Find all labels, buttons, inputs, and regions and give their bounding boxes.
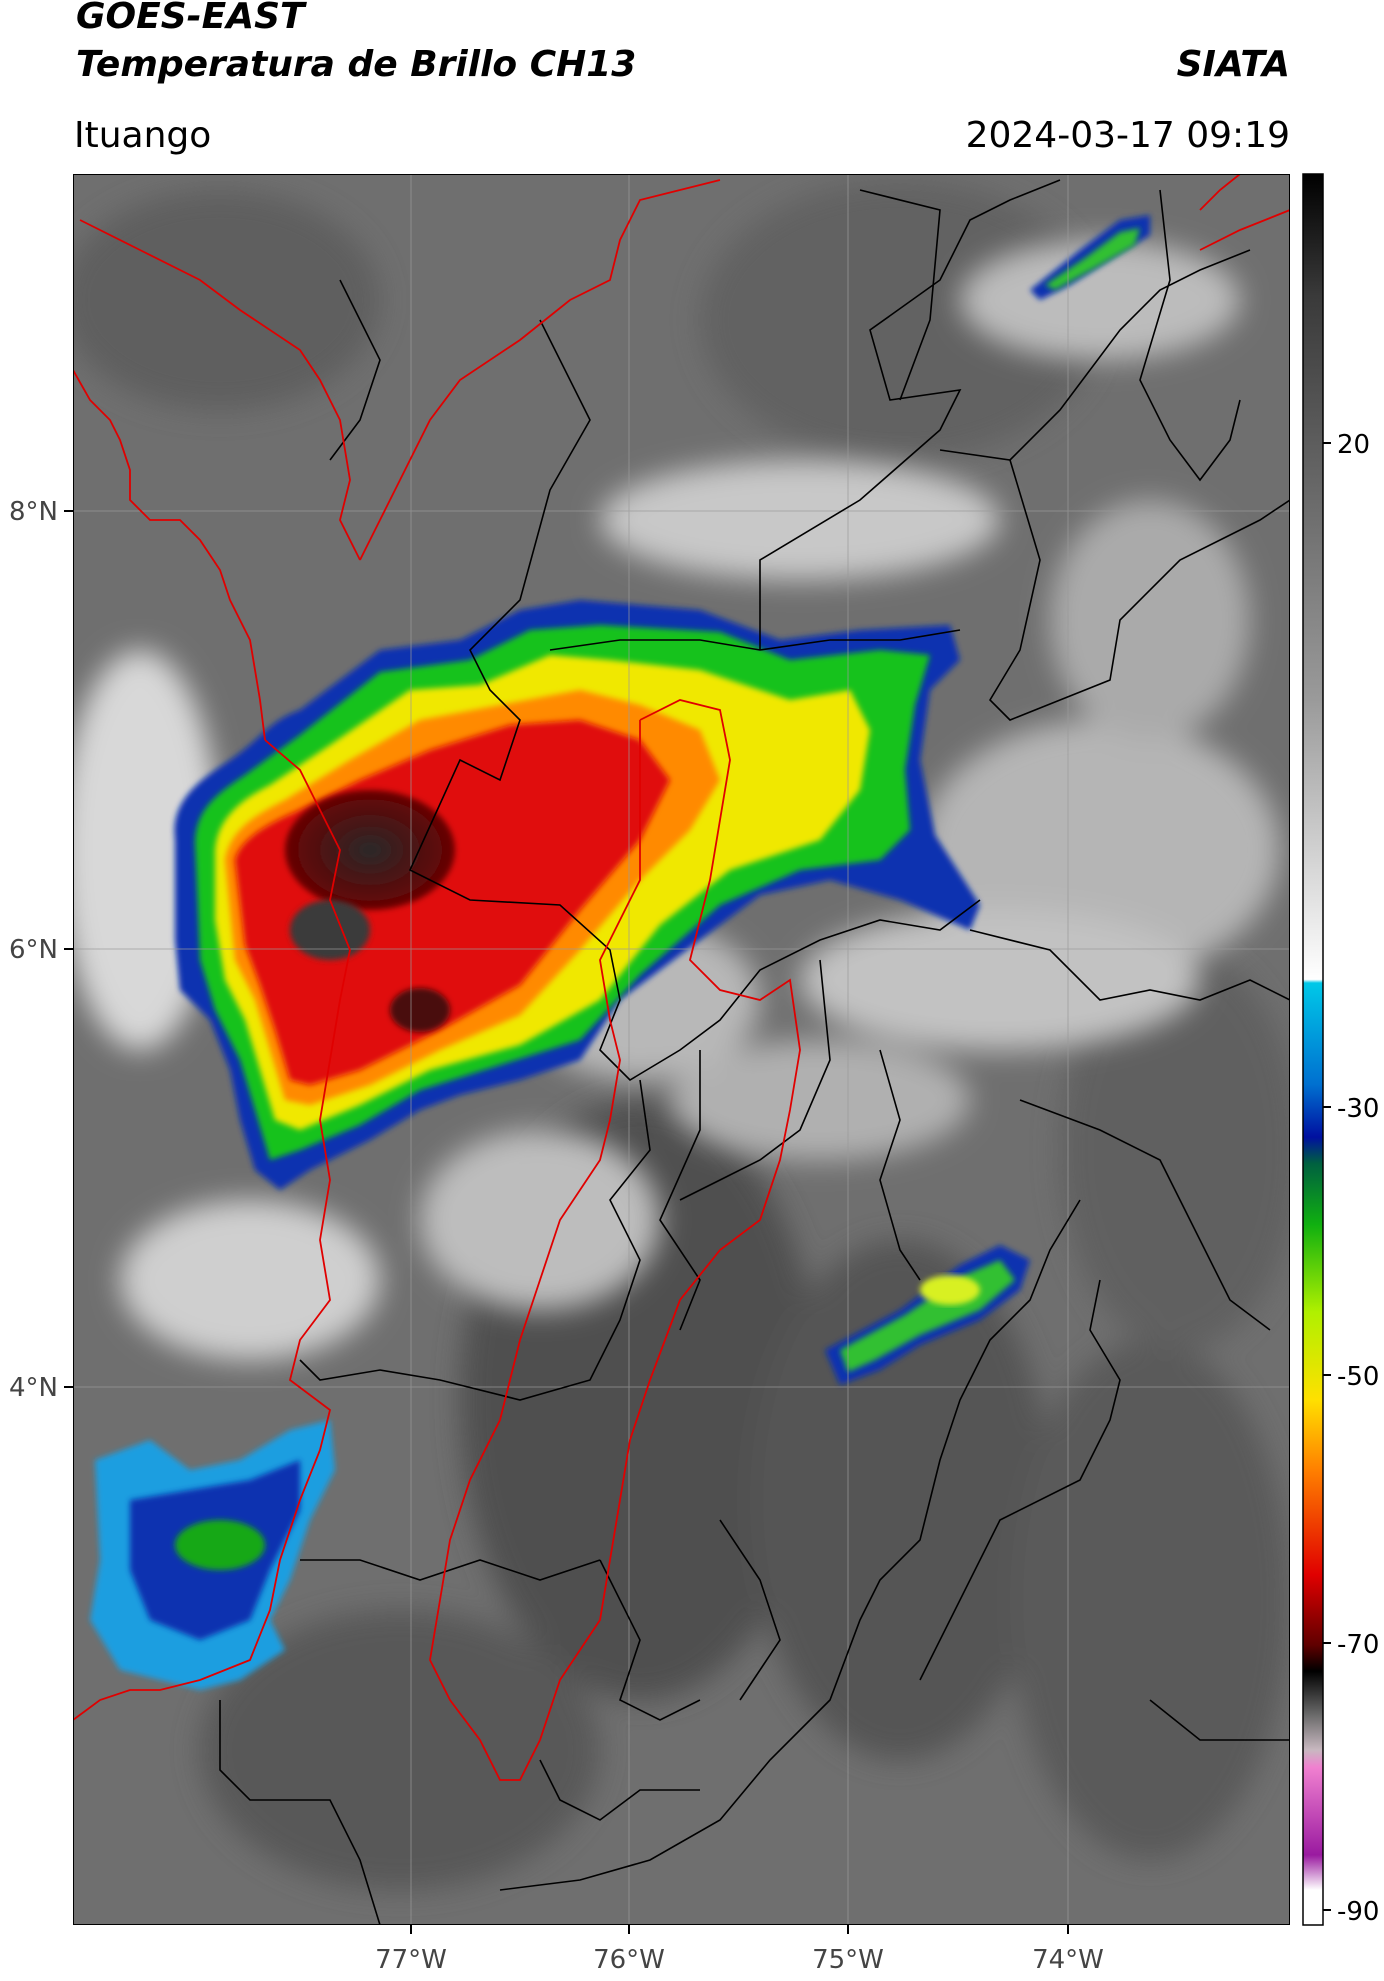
map-imagery bbox=[73, 174, 1290, 1925]
admin-borders bbox=[219, 179, 1290, 1925]
lat-tick-6n: 6°N bbox=[9, 935, 58, 965]
gridlines bbox=[73, 174, 1290, 1925]
convective-system-main bbox=[174, 600, 980, 1190]
cold-cloud-streaks bbox=[73, 240, 1280, 1360]
lon-tick-75w: 75°W bbox=[812, 1945, 884, 1975]
convective-system-southwest bbox=[90, 1420, 335, 1690]
lon-tick-76w: 76°W bbox=[593, 1945, 665, 1975]
convective-system-northeast bbox=[1030, 215, 1150, 300]
colorbar-tick-minus70: -70 bbox=[1337, 1630, 1379, 1660]
satellite-title: GOES-EAST bbox=[76, 0, 305, 37]
lon-tick-77w: 77°W bbox=[375, 1945, 447, 1975]
lat-tick-8n: 8°N bbox=[9, 497, 58, 527]
colorbar-tick-20: 20 bbox=[1337, 430, 1370, 460]
lat-axis: 8°N 6°N 4°N bbox=[9, 497, 73, 1403]
lon-tick-74w: 74°W bbox=[1032, 1945, 1104, 1975]
location-label: Ituango bbox=[74, 115, 212, 156]
lon-axis: 77°W 76°W 75°W 74°W bbox=[375, 1925, 1104, 1975]
agency-label: SIATA bbox=[1176, 44, 1290, 85]
lat-tick-4n: 4°N bbox=[9, 1373, 58, 1403]
product-title: Temperatura de Brillo CH13 bbox=[76, 44, 637, 85]
datetime-label: 2024-03-17 09:19 bbox=[965, 115, 1290, 156]
convective-system-east bbox=[825, 1245, 1030, 1385]
colorbar-gradient bbox=[1302, 173, 1324, 1926]
colorbar-tick-minus30: -30 bbox=[1337, 1094, 1379, 1124]
coastline bbox=[73, 174, 1290, 1781]
colorbar-tick-minus90: -90 bbox=[1337, 1897, 1379, 1927]
colorbar-tick-minus50: -50 bbox=[1337, 1362, 1379, 1392]
colorbar: 20 -30 -50 -70 -90 bbox=[1302, 173, 1379, 1927]
